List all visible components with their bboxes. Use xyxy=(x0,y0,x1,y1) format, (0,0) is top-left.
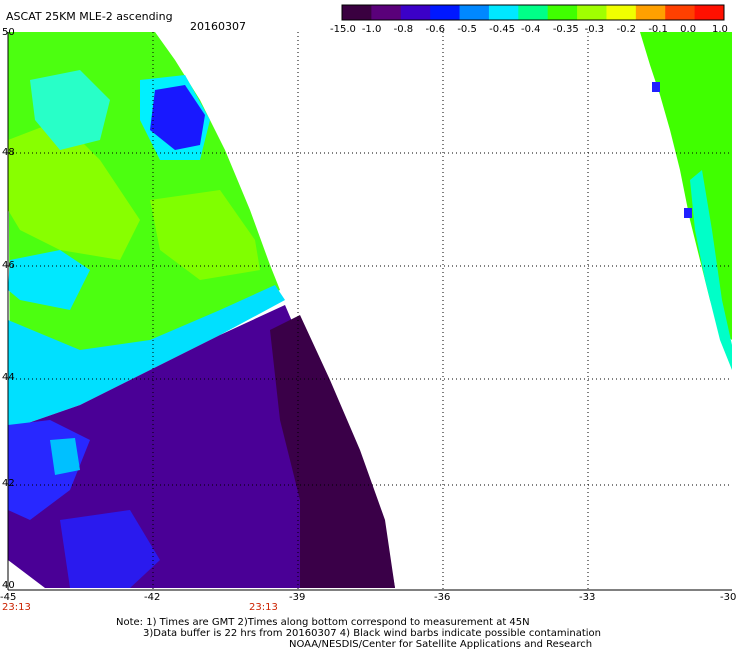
swath-lime-patch-2 xyxy=(150,190,260,280)
time-label-middle: 23:13 xyxy=(249,602,278,613)
lon-label-minus39: -39 xyxy=(289,592,306,603)
lat-label-48: 48 xyxy=(2,147,15,158)
swath-blue-eddy xyxy=(150,85,205,150)
colorbar-label: -0.4 xyxy=(521,24,541,35)
left-swath xyxy=(8,32,395,588)
colorbar-label: -1.0 xyxy=(361,24,382,35)
colorbar-label: -0.6 xyxy=(425,24,446,35)
colorbar-label: -0.45 xyxy=(489,24,516,35)
colorbar-label: -0.8 xyxy=(393,24,414,35)
lat-label-50: 50 xyxy=(2,27,15,38)
map-title: ASCAT 25KM MLE-2 ascending xyxy=(6,10,173,23)
colorbar-segment xyxy=(400,5,431,20)
swath-cyan-dot xyxy=(50,438,80,475)
colorbar xyxy=(341,4,725,21)
swath-cyan-patch-3 xyxy=(8,250,90,310)
colorbar-segment xyxy=(635,5,666,20)
note-line-1: Note: 1) Times are GMT 2)Times along bot… xyxy=(116,617,530,628)
colorbar-segment xyxy=(547,5,578,20)
lon-label-minus30: -30 xyxy=(720,592,737,603)
colorbar-segment xyxy=(577,5,607,20)
lat-label-44: 44 xyxy=(2,372,15,383)
note-line-2: 3)Data buffer is 22 hrs from 20160307 4)… xyxy=(143,628,601,639)
colorbar-segment xyxy=(430,5,461,20)
time-label-left: 23:13 xyxy=(2,602,31,613)
lat-label-42: 42 xyxy=(2,478,15,489)
colorbar-label: -15.0 xyxy=(330,24,356,35)
colorbar-label: 1.0 xyxy=(712,24,728,35)
lat-label-40: 40 xyxy=(2,580,15,591)
note-line-3: NOAA/NESDIS/Center for Satellite Applica… xyxy=(289,639,593,650)
swath-blue-patch-2 xyxy=(60,510,160,588)
colorbar-label: -0.3 xyxy=(584,24,605,35)
colorbar-segment xyxy=(342,5,372,20)
colorbar-segment xyxy=(488,5,519,20)
grid xyxy=(8,32,732,590)
swath-dark-purple-region xyxy=(270,315,395,588)
lon-label-minus45: -45 xyxy=(0,592,17,603)
colorbar-label: -0.35 xyxy=(552,24,579,35)
colorbar-label: -0.5 xyxy=(457,24,477,35)
lon-label-minus36: -36 xyxy=(434,592,451,603)
swath-cyan-patch xyxy=(30,70,110,150)
lon-label-minus42: -42 xyxy=(144,592,161,603)
colorbar-label: -0.1 xyxy=(648,24,668,35)
colorbar-segment xyxy=(665,5,696,20)
swath-lime-patch xyxy=(8,120,140,260)
swath-cyan-band xyxy=(8,285,285,430)
colorbar-label: -0.2 xyxy=(616,24,637,35)
colorbar-segment xyxy=(606,5,637,20)
map-date: 20160307 xyxy=(190,20,246,33)
colorbar-segment xyxy=(459,5,490,20)
right-swath-cyan xyxy=(690,170,732,370)
colorbar-segment xyxy=(694,5,725,20)
lat-label-46: 46 xyxy=(2,260,15,271)
colorbar-label: 0.0 xyxy=(680,24,697,35)
lon-label-minus33: -33 xyxy=(579,592,596,603)
colorbar-segment xyxy=(518,5,549,20)
colorbar-border xyxy=(341,4,725,21)
colorbar-segment xyxy=(371,5,402,20)
right-swath xyxy=(640,32,732,370)
